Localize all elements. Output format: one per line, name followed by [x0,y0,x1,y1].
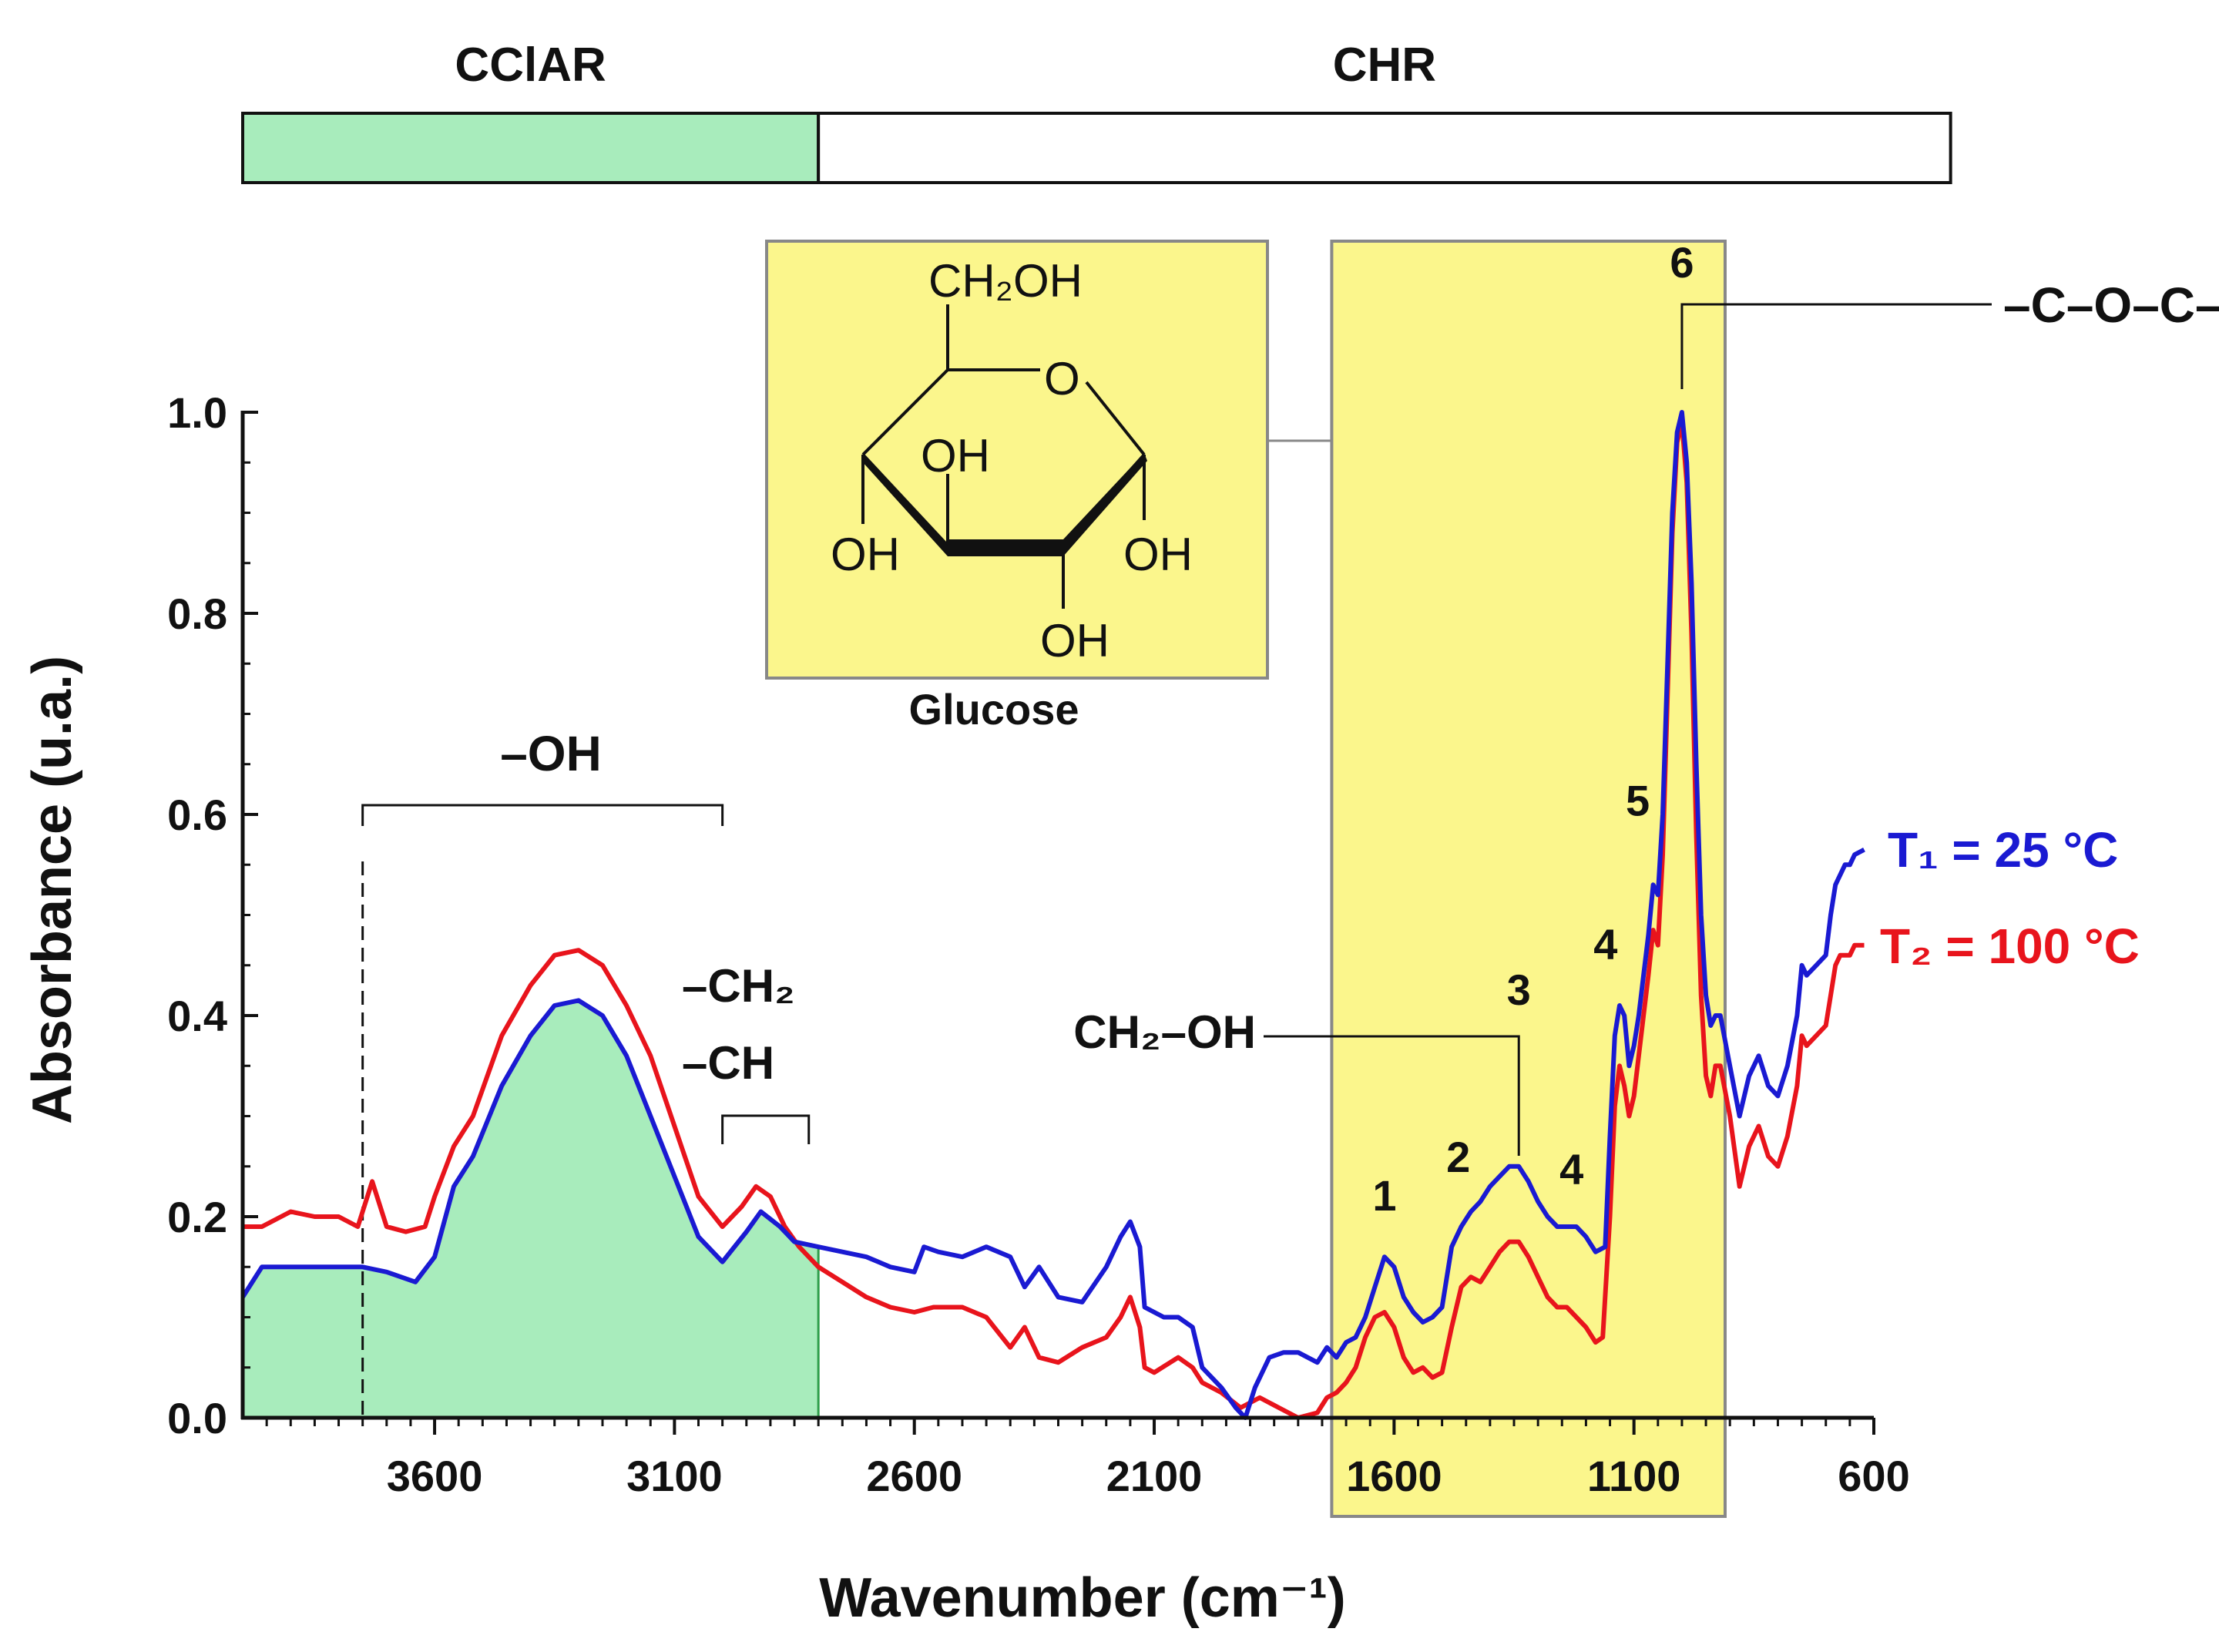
coc-leader [1680,303,1992,389]
fill-area [243,1000,819,1418]
peak-label-6: 5 [1626,776,1650,824]
peak-label-2: 2 [1446,1133,1470,1181]
peak-labels: 1 2 3 4 4 5 6 [1372,238,1694,1220]
ch2oh-label: CH₂–OH [1073,1006,1256,1058]
peak-label-1: 1 [1372,1171,1396,1220]
peak-label-4: 4 [1559,1145,1583,1194]
series-layer [240,410,1865,1420]
x-tick-label: 2600 [866,1452,962,1500]
x-tick-label: 2100 [1106,1452,1203,1500]
y-tick-label: 0.4 [167,992,227,1040]
inset-box [765,240,1269,680]
legend-t1: T₁ = 25 °C [1888,822,2118,878]
coc-label: –C–O–C– [2003,277,2219,333]
wedge-bottom [948,539,1063,556]
series-line-1 [240,410,1865,1420]
y-tick-label: 0.8 [167,589,227,638]
x-axis-label: Wavenumber (cm⁻¹) [819,1567,1345,1629]
y-tick-label: 1.0 [167,388,227,437]
series-line-2 [243,420,1865,1420]
y-tick-label: 0.2 [167,1193,227,1241]
y-tick-label: 0.6 [167,791,227,839]
glucose-inset: CH₂OH O OH OH OH OH Glucose [765,240,1333,734]
oh-bracket [361,804,724,826]
top-bar: CClAR CHR [241,39,1952,184]
oh-label: –OH [500,726,602,781]
inset-oh-top: OH [921,430,990,482]
ch2oh-leader [1264,1035,1520,1156]
y-tick-label: 0.0 [167,1394,227,1442]
inset-ch2oh: CH₂OH [928,255,1083,307]
ch-label: –CH [682,1037,774,1089]
peak-label-3: 3 [1507,965,1531,1014]
peak-label-7: 6 [1670,238,1694,287]
top-bar-label-2: CHR [1333,39,1436,92]
wedge-right [1063,453,1147,556]
inset-caption: Glucose [909,685,1079,734]
ch-bracket [721,1114,811,1144]
ch2-label: –CH₂ [682,960,795,1012]
wedge-left [861,455,948,556]
x-tick-label: 3100 [626,1452,723,1500]
legend-t2: T₂ = 100 °C [1880,918,2140,974]
top-bar-segment-1 [241,112,821,184]
x-tick-label: 1600 [1346,1452,1442,1500]
x-tick-label: 1100 [1587,1452,1681,1500]
top-bar-label-1: CClAR [455,39,606,92]
x-tick-label: 600 [1838,1452,1909,1500]
annotations: –OH –CH₂ –CH CH₂–OH –C–O–C– T₁ = 25 °C T… [361,238,2219,1220]
top-bar-segment-2 [817,112,1952,184]
inset-oh-left: OH [831,529,900,580]
inset-oh-bottom: OH [1040,615,1110,667]
y-axis-label: Absorbance (u.a.) [22,656,83,1124]
peak-label-5: 4 [1593,920,1617,969]
brackets [361,303,1992,1156]
inset-oh-right: OH [1123,529,1193,580]
inset-ring-o: O [1044,353,1080,405]
x-tick-label: 3600 [387,1452,483,1500]
